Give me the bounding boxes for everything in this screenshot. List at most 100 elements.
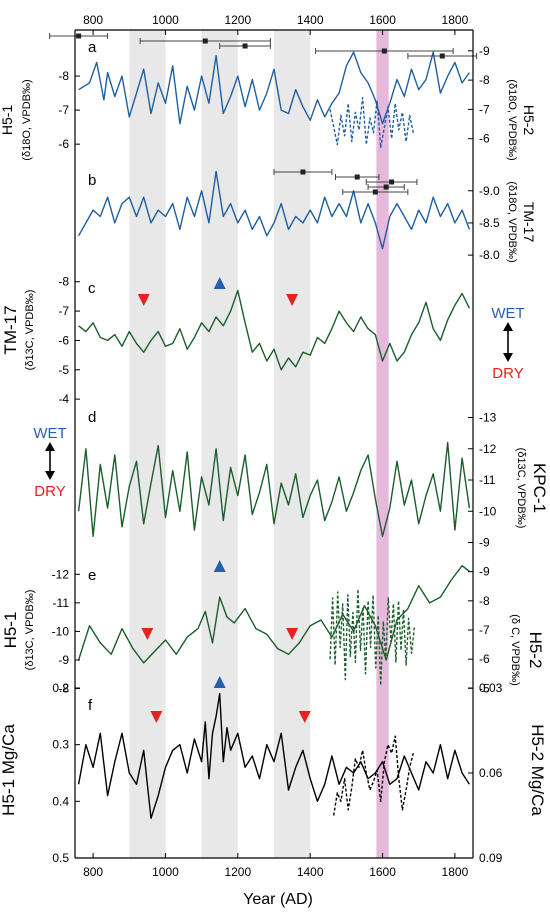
series-b-0 [77,170,471,250]
panel-letter-f: f [88,697,93,714]
y-tick-label-right-d-0: -13 [479,411,497,425]
f-left-name: H5-1 Mg/Ca [0,724,18,816]
arrow-up-head-right [503,322,513,331]
wet-dry-indicator-right: WET DRY [491,305,524,382]
y-tick-label-left-a-2: -6 [58,137,69,151]
a-left-unit: (δ18O, VPDB‰) [21,79,33,160]
arrow-down-head-left [45,471,55,480]
x-tick-label-bottom-1600: 1600 [369,865,396,879]
y-tick-label-right-a-1: -8 [479,73,490,87]
a-right-unit: (δ18O, VPDB‰) [506,79,518,160]
xlabel: Year (AD) [243,891,313,908]
series-f-0 [77,693,470,819]
dating-point-b-1 [354,174,360,180]
dating-point-a-4 [439,53,445,59]
marker-up-f-0 [213,676,226,688]
series-c-0 [78,289,471,371]
shaded-interval-3 [376,30,389,858]
y-tick-label-right-e-2: -7 [479,623,490,637]
c-left-unit: (δ13C, VPDB‰) [24,290,36,371]
series-a-1 [329,97,414,149]
y-tick-label-left-e-0: -12 [52,567,70,581]
e-right-name: H5-2 [526,632,545,669]
series-f-1 [333,735,414,816]
panel-letter-d: d [88,409,96,426]
dating-point-a-3 [381,48,387,54]
y-tick-label-right-e-0: -9 [479,565,490,579]
series-d-0 [77,441,471,537]
wet-label-right: WET [491,305,524,322]
marker-up-e-0 [213,560,226,572]
e-right-unit: (δ C, VPDB‰) [509,614,521,686]
panel-letter-a: a [88,39,97,56]
wet-label-left: WET [33,425,66,442]
arrow-down-head-right [503,353,513,362]
y-tick-label-right-a-2: -7 [479,102,490,116]
shaded-interval-1 [201,30,238,858]
dating-point-b-3 [383,184,389,190]
x-tick-label-top-1800: 1800 [442,13,469,27]
y-tick-label-left-c-3: -5 [58,363,69,377]
x-tick-label-top-800: 800 [83,13,103,27]
x-tick-label-top-1000: 1000 [152,13,179,27]
y-tick-label-right-a-0: -9 [479,44,490,58]
d-right-unit: (δ13C, VPDB‰) [515,448,527,529]
series-e-1 [329,588,416,687]
marker-down-e-2 [286,628,299,640]
panel-letter-b: b [88,172,96,189]
y-tick-label-right-f-0: 0.03 [479,681,503,695]
wet-dry-indicator-left: WET DRY [33,425,66,500]
x-tick-label-bottom-1000: 1000 [152,865,179,879]
plot-area [49,33,478,819]
e-left-unit: (δ13C, VPDB‰) [24,590,36,671]
series-a-0 [78,51,470,125]
b-right-name: TM-17 [521,202,537,243]
panel-letter-c: c [88,280,96,297]
y-tick-label-left-e-2: -10 [52,624,70,638]
axes: 800 800 1000 1000 1200 1200 1400 1400 1600 1600 18… [52,13,503,879]
y-tick-label-right-d-2: -11 [479,473,496,487]
y-tick-label-left-a-1: -7 [58,103,69,117]
e-left-name: H5-1 [1,612,20,649]
y-tick-label-right-d-3: -10 [479,504,497,518]
c-left-name: TM-17 [1,305,20,354]
d-right-name: KPC-1 [530,463,549,513]
marker-up-c-1 [213,277,226,289]
y-tick-label-right-e-4: -5 [479,681,490,695]
b-right-unit: (δ18O, VPDB‰) [506,181,518,262]
dating-point-b-4 [372,189,378,195]
y-tick-label-left-c-2: -6 [58,333,69,347]
y-tick-label-right-b-1: -8.5 [479,216,500,230]
x-tick-label-top-1600: 1600 [369,13,396,27]
a-left-name: H5-1 [0,105,15,136]
x-tick-label-bottom-1200: 1200 [224,865,251,879]
x-tick-label-top-1400: 1400 [297,13,324,27]
marker-down-c-0 [137,294,150,306]
marker-down-f-2 [298,711,311,723]
y-tick-label-right-e-1: -8 [479,594,490,608]
side-labels: H5-1 (δ18O, VPDB‰) H5-2 (δ18O, VPDB‰) TM… [0,79,549,908]
y-tick-label-left-c-4: -4 [58,392,69,406]
y-tick-label-left-c-1: -7 [58,304,69,318]
y-tick-label-right-d-4: -9 [479,536,490,550]
marker-down-f-1 [150,711,163,723]
x-tick-label-top-1200: 1200 [224,13,251,27]
a-right-name: H5-2 [521,105,537,136]
marker-down-c-2 [286,294,299,306]
y-tick-label-right-f-1: 0.06 [479,766,503,780]
y-tick-label-left-e-3: -9 [58,653,69,667]
y-tick-label-left-a-0: -8 [58,69,69,83]
f-right-name: H5-2 Mg/Ca [528,724,547,816]
y-tick-label-left-c-0: -8 [58,275,69,289]
y-tick-label-right-b-2: -8.0 [479,248,500,262]
y-tick-label-right-f-2: 0.09 [479,851,503,865]
dating-point-a-1 [202,38,208,44]
y-tick-label-left-e-4: -8 [58,682,69,696]
arrow-up-head-left [45,442,55,451]
dating-point-b-2 [389,179,395,185]
marker-down-e-1 [141,628,154,640]
dry-label-right: DRY [492,365,523,382]
x-tick-label-bottom-800: 800 [83,865,103,879]
y-tick-label-left-f-1: 0.3 [52,738,69,752]
shaded-interval-2 [274,30,311,858]
